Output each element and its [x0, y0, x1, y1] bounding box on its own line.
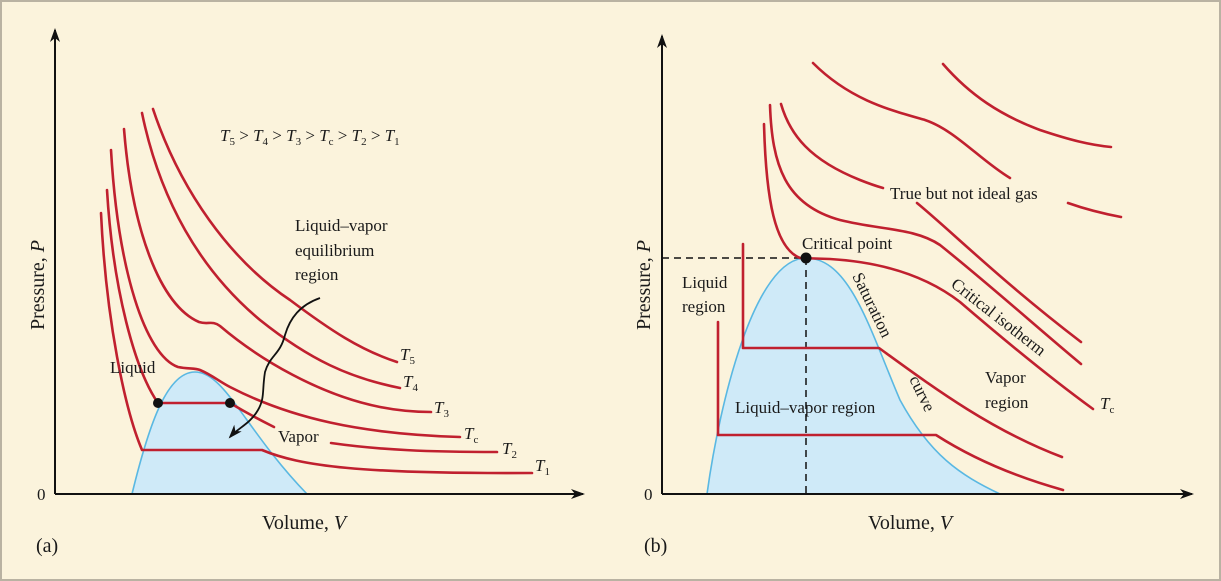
- liquid-label: Liquid: [110, 358, 156, 377]
- isotherm-7: [941, 62, 1113, 149]
- liquid-region-line-2: region: [682, 297, 726, 316]
- vapor-point: [225, 398, 235, 408]
- liquid-region-line-1: Liquid: [682, 273, 728, 292]
- y-axis-label-a: Pressure, P: [27, 240, 49, 330]
- isotherm-6-right: [1066, 201, 1123, 219]
- equilibrium-annotation-line-2: equilibrium: [295, 241, 374, 260]
- label-t2: T2: [502, 439, 517, 461]
- equilibrium-annotation-line-3: region: [295, 265, 339, 284]
- isotherm-mid: [741, 242, 1064, 459]
- isotherm-tc: [109, 148, 462, 439]
- x-axis-label-b: Volume, V: [868, 512, 955, 534]
- isotherm-t3: [122, 127, 433, 414]
- vapor-region-line-1: Vapor: [985, 368, 1026, 387]
- temperature-ordering: T5 > T4 > T3 > Tc > T2 > T1: [220, 126, 400, 148]
- label-t5: T5: [400, 345, 415, 367]
- x-axis-label-a: Volume, V: [262, 512, 349, 534]
- critical-point-label: Critical point: [802, 234, 892, 253]
- vapor-region-line-2: region: [985, 393, 1029, 412]
- isotherm-t2-right: [329, 441, 499, 454]
- origin-label-b: 0: [644, 485, 653, 504]
- liquid-vapor-region-label: Liquid–vapor region: [735, 398, 876, 417]
- panel-a: T5 > T4 > T3 > Tc > T2 > T1 Liquid–vapor…: [27, 28, 585, 557]
- label-t3: T3: [434, 398, 449, 420]
- label-tc-b: Tc: [1100, 394, 1114, 416]
- liquid-point: [153, 398, 163, 408]
- isotherm-4: [768, 103, 1083, 366]
- label-t1: T1: [535, 456, 550, 478]
- isotherm-t1: [99, 211, 534, 475]
- y-axis-label-b: Pressure, P: [633, 240, 655, 330]
- isotherm-t5: [151, 107, 399, 364]
- critical-point-marker: [800, 252, 812, 264]
- label-t4: T4: [403, 372, 418, 394]
- isotherm-6-left: [811, 61, 1012, 180]
- isotherm-5-left: [779, 102, 885, 190]
- isotherm-t4: [140, 111, 402, 390]
- label-tc: Tc: [464, 424, 478, 446]
- origin-label-a: 0: [37, 485, 46, 504]
- pointer-arrow: [228, 297, 321, 439]
- critical-isotherm: [762, 122, 1095, 411]
- gas-label: True but not ideal gas: [890, 184, 1038, 203]
- vapor-label: Vapor: [278, 427, 319, 446]
- equilibrium-annotation-line-1: Liquid–vapor: [295, 216, 388, 235]
- isotherm-5-right: [915, 201, 1083, 344]
- panel-label-b: (b): [644, 535, 667, 557]
- isotherm-low: [716, 320, 1065, 492]
- panel-label-a: (a): [36, 535, 58, 557]
